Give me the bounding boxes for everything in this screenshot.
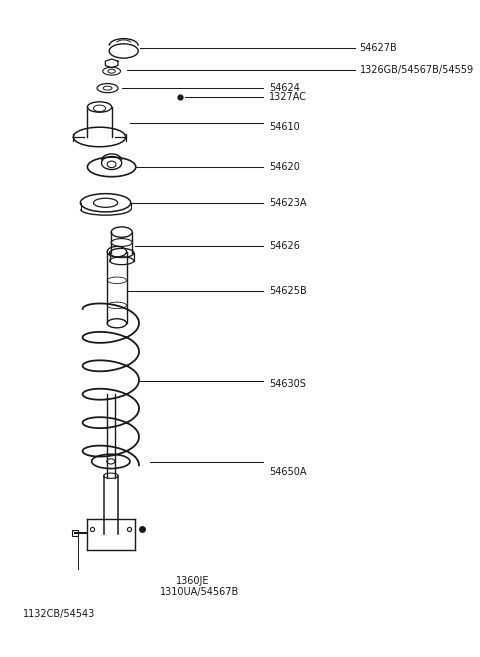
Text: 54630S: 54630S — [269, 379, 306, 389]
Text: 54627B: 54627B — [360, 43, 397, 53]
Text: 54624: 54624 — [269, 83, 300, 93]
Text: 54626: 54626 — [269, 241, 300, 252]
Text: 54650A: 54650A — [269, 467, 306, 477]
Text: 54610: 54610 — [269, 122, 300, 131]
Text: 1327AC: 1327AC — [269, 92, 307, 102]
Text: 1326GB/54567B/54559: 1326GB/54567B/54559 — [360, 65, 474, 75]
Text: 54625B: 54625B — [269, 286, 307, 296]
Text: 1310UA/54567B: 1310UA/54567B — [160, 587, 239, 597]
Text: 54620: 54620 — [269, 162, 300, 172]
Text: 1132CB/54543: 1132CB/54543 — [23, 609, 95, 619]
Text: 54623A: 54623A — [269, 198, 306, 208]
Text: 1360JE: 1360JE — [176, 576, 210, 586]
